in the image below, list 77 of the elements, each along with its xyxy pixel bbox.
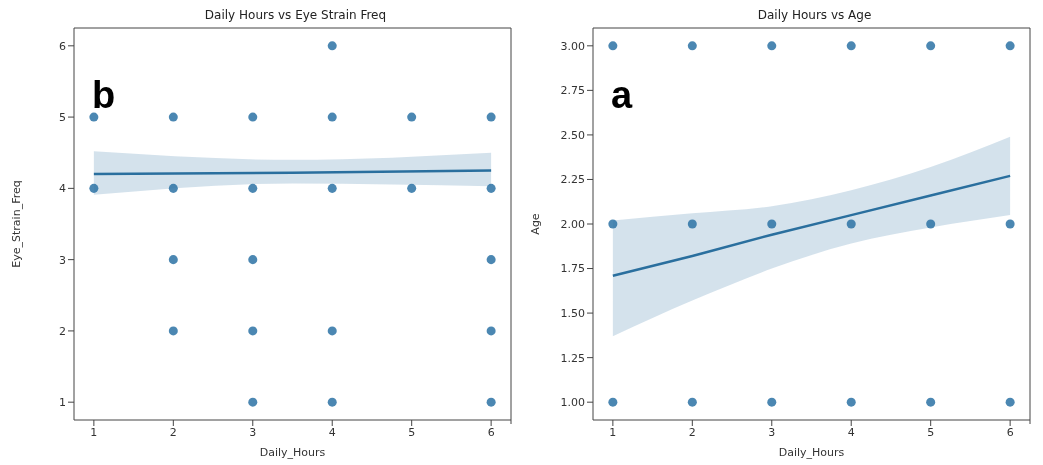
point: [168, 326, 178, 336]
y-tick-label: 1.50: [560, 307, 585, 320]
point: [608, 219, 618, 229]
x-tick-label: 2: [169, 425, 177, 439]
y-tick-label: 3.00: [560, 39, 585, 53]
point: [327, 183, 337, 193]
point: [486, 397, 496, 407]
y-tick-label: 1: [59, 396, 66, 410]
x-tick-label: 4: [847, 425, 855, 439]
chart-title: Daily Hours vs Age: [756, 8, 873, 24]
point: [1005, 397, 1015, 407]
point: [248, 183, 258, 193]
y-tick-label: 6: [59, 39, 66, 53]
point: [327, 326, 337, 336]
point: [168, 112, 178, 122]
point: [407, 112, 417, 122]
point: [1005, 41, 1015, 51]
point: [327, 112, 337, 122]
x-tick-label: 1: [90, 425, 98, 439]
x-axis-title: Daily_Hours: [778, 446, 845, 459]
point: [846, 219, 856, 229]
y-tick-label: 3: [59, 253, 66, 267]
y-tick-label: 4: [59, 182, 66, 196]
annotation: a: [611, 74, 633, 116]
point: [608, 397, 618, 407]
x-axis-title: Daily_Hours: [259, 446, 326, 459]
point: [248, 255, 258, 265]
point: [926, 219, 936, 229]
y-tick-label: 1.75: [560, 262, 585, 276]
point: [89, 112, 99, 122]
x-tick-label: 1: [609, 425, 617, 439]
point: [248, 397, 258, 407]
point: [687, 397, 697, 407]
point: [608, 41, 618, 51]
x-tick-label: 5: [927, 425, 935, 439]
point: [486, 326, 496, 336]
y-axis-title: Eye_Strain_Freq: [9, 180, 23, 268]
y-tick-label: 1.00: [560, 396, 585, 410]
y-tick-label: 5: [59, 111, 66, 124]
point: [926, 397, 936, 407]
y-tick-label: 2.25: [560, 173, 585, 187]
x-tick-label: 4: [328, 425, 336, 439]
y-tick-label: 2.00: [560, 217, 585, 231]
y-tick-label: 2.50: [560, 128, 585, 142]
point: [327, 41, 337, 51]
x-tick-label: 5: [408, 425, 416, 439]
annotation: b: [92, 74, 116, 116]
point: [89, 183, 99, 193]
y-tick-label: 2.75: [560, 84, 585, 98]
line-series: [611, 174, 1012, 277]
x-tick-label: 6: [1006, 425, 1014, 439]
y-axis-title: Age: [528, 213, 542, 235]
point: [926, 41, 936, 51]
point: [846, 41, 856, 51]
point: [767, 41, 777, 51]
point: [1005, 219, 1015, 229]
point: [248, 326, 258, 336]
point: [248, 112, 258, 122]
point: [767, 397, 777, 407]
x-tick-label: 3: [249, 425, 257, 439]
point: [327, 397, 337, 407]
point: [486, 183, 496, 193]
x-tick-label: 6: [487, 425, 495, 439]
point: [486, 255, 496, 265]
point: [687, 41, 697, 51]
point: [168, 183, 178, 193]
x-tick-label: 2: [688, 425, 696, 439]
point: [486, 112, 496, 122]
x-tick-label: 3: [768, 425, 776, 439]
point: [168, 255, 178, 265]
y-tick-label: 2: [59, 324, 66, 338]
chart-title: Daily Hours vs Eye Strain Freq: [203, 8, 388, 24]
y-tick-label: 1.25: [560, 351, 585, 365]
point: [687, 219, 697, 229]
point: [846, 397, 856, 407]
point: [767, 219, 777, 229]
point: [407, 183, 417, 193]
